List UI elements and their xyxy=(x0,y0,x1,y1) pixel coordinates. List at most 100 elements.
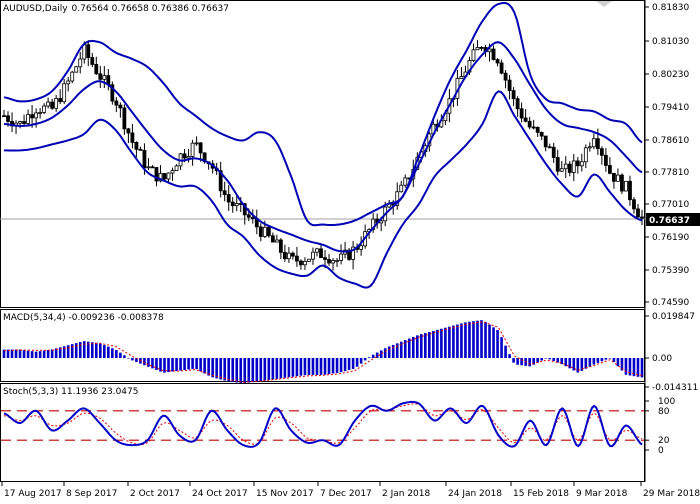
macd-histogram-bar xyxy=(367,357,371,358)
macd-histogram-bar xyxy=(195,358,198,370)
macd-histogram-bar xyxy=(556,358,560,363)
candle-body xyxy=(295,255,299,262)
macd-histogram-bar xyxy=(2,349,6,358)
macd-histogram-bar xyxy=(508,354,511,358)
macd-histogram-bar xyxy=(403,340,407,358)
candle-body xyxy=(491,48,496,60)
candle-body xyxy=(34,112,39,119)
macd-histogram-bar xyxy=(179,358,182,371)
stoch-tick-label: 80 xyxy=(658,407,670,417)
macd-histogram-bar xyxy=(640,358,644,378)
macd-histogram-bar xyxy=(460,323,463,358)
macd-histogram-bar xyxy=(480,320,483,358)
price-tick-label: 0.80230 xyxy=(652,70,689,80)
candle-body xyxy=(114,100,119,106)
macd-histogram-bar xyxy=(38,351,42,358)
candle-body xyxy=(511,90,516,100)
candle-body xyxy=(607,165,612,174)
macd-histogram-bar xyxy=(30,351,34,358)
candle-body xyxy=(571,160,576,173)
macd-histogram-bar xyxy=(616,358,620,367)
macd-histogram-bar xyxy=(291,358,295,377)
macd-histogram-bar xyxy=(608,358,612,359)
macd-histogram-bar xyxy=(355,358,359,367)
candle-body xyxy=(138,148,143,151)
macd-histogram-bar xyxy=(34,351,38,358)
candle-body xyxy=(42,105,47,113)
candle-body xyxy=(547,146,552,149)
candle-body xyxy=(94,64,99,75)
macd-histogram-bar xyxy=(359,358,363,364)
macd-histogram-bar xyxy=(440,328,443,358)
candle-body xyxy=(158,173,163,182)
candle-body xyxy=(331,260,335,264)
candle-body xyxy=(234,203,239,207)
price-tick-label: 0.77010 xyxy=(652,200,689,210)
time-tick-label: 8 Sep 2017 xyxy=(66,489,117,499)
candle-body xyxy=(18,121,22,124)
macd-histogram-bar xyxy=(612,358,616,363)
macd-histogram-bar xyxy=(74,343,78,358)
price-tick-label: 0.74590 xyxy=(652,298,689,308)
ohlc-values: 0.76564 0.76658 0.76386 0.76637 xyxy=(72,4,229,14)
macd-histogram-bar xyxy=(10,349,14,358)
macd-histogram-bar xyxy=(628,358,632,376)
macd-histogram-bar xyxy=(335,358,339,374)
candle-body xyxy=(319,248,323,259)
candle-body xyxy=(519,108,524,119)
macd-histogram-bar xyxy=(259,358,263,382)
macd-histogram-bar xyxy=(323,358,327,375)
candle-body xyxy=(495,59,500,64)
time-axis: 17 Aug 2017 8 Sep 2017 2 Oct 2017 24 Oct 20… xyxy=(1,482,700,499)
macd-histogram-bar xyxy=(343,358,347,372)
candle-body xyxy=(612,172,616,182)
candle-body xyxy=(186,156,191,159)
candle-body xyxy=(74,66,79,73)
time-tick-label: 29 Mar 2018 xyxy=(643,489,700,499)
candle-body xyxy=(636,208,640,218)
macd-histogram-bar xyxy=(516,358,519,365)
candle-body xyxy=(487,48,492,53)
stoch-tick-label: 0 xyxy=(658,446,664,456)
macd-histogram-bar xyxy=(632,358,636,377)
macd-histogram-bar xyxy=(119,352,122,358)
candle-body xyxy=(403,177,408,186)
candle-body xyxy=(142,149,147,169)
stoch-main-line xyxy=(3,400,643,448)
candle-body xyxy=(583,147,588,163)
macd-histogram-bar xyxy=(492,327,495,358)
candle-body xyxy=(54,98,59,109)
candle-body xyxy=(278,239,283,253)
macd-histogram-bar xyxy=(504,345,507,358)
macd-histogram-bar xyxy=(584,358,588,369)
candle-body xyxy=(371,218,376,230)
macd-histogram-bar xyxy=(327,358,331,375)
candle-body xyxy=(543,135,548,148)
candle-body xyxy=(134,142,139,150)
candle-body xyxy=(2,115,6,118)
macd-histogram-bar xyxy=(219,358,222,380)
macd-histogram-bar xyxy=(231,358,235,382)
candle-body xyxy=(567,163,572,173)
candle-body xyxy=(359,245,364,250)
candle-body xyxy=(118,104,123,109)
macd-histogram-bar xyxy=(187,358,190,370)
macd-histogram-bar xyxy=(347,358,351,371)
macd-histogram-bar xyxy=(215,358,218,379)
macd-histogram-bar xyxy=(331,358,335,374)
candle-body xyxy=(591,138,596,148)
macd-histogram-bar xyxy=(436,329,439,358)
candle-body xyxy=(6,115,10,122)
candle-body xyxy=(146,166,151,169)
candles xyxy=(2,40,644,271)
candle-body xyxy=(62,83,67,103)
macd-histogram-bar xyxy=(251,358,255,383)
macd-histogram-bar xyxy=(107,346,110,358)
candle-body xyxy=(258,226,263,237)
macd-histogram-bar xyxy=(235,358,239,383)
macd-histogram-bar xyxy=(66,345,70,358)
macd-histogram-bar xyxy=(279,358,283,379)
macd-histogram-bar xyxy=(520,358,523,366)
